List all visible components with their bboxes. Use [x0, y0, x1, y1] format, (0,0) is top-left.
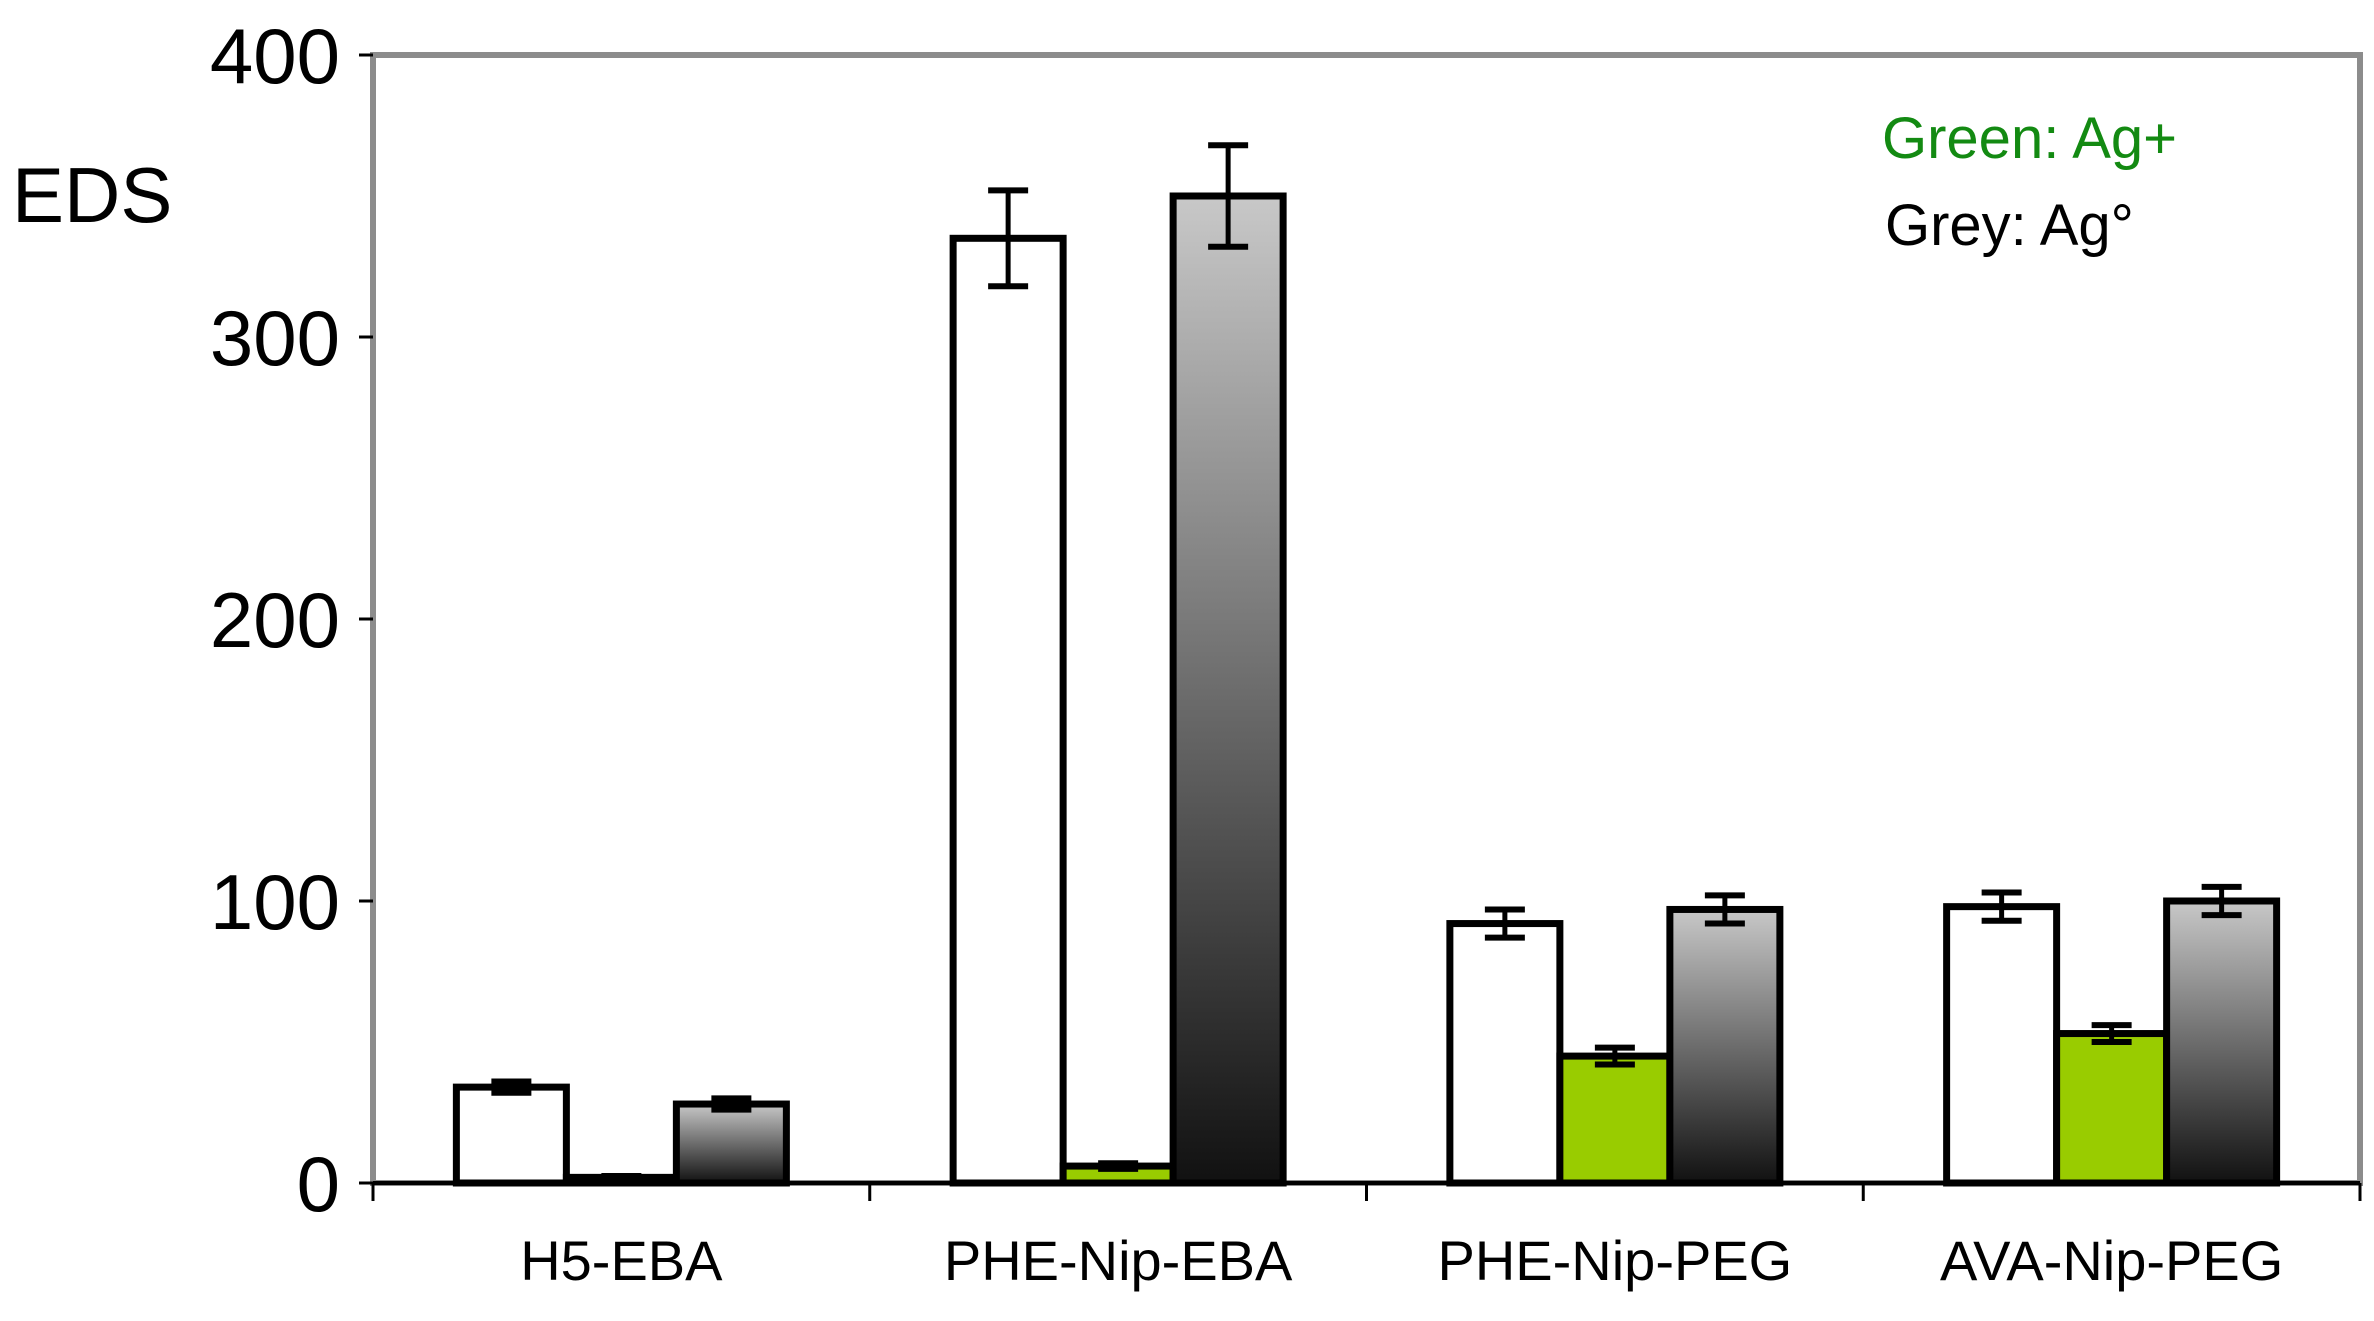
- bar-AVA-Nip-PEG-s3: [2163, 897, 2281, 1187]
- bar-PHE-Nip-PEG-s2: [1556, 1052, 1674, 1187]
- bar-H5-EBA-s3: [672, 1100, 790, 1187]
- error-bar-PHE-Nip-EBA-s2: [1098, 1160, 1139, 1172]
- y-tick-label: 0: [297, 1140, 340, 1228]
- y-tick-label: 100: [210, 858, 340, 946]
- error-bar-AVA-Nip-PEG-s2: [2091, 1022, 2132, 1045]
- bar-AVA-Nip-PEG-s2: [2053, 1030, 2171, 1187]
- error-bar-H5-EBA-s1: [491, 1078, 532, 1096]
- error-bar-PHE-Nip-PEG-s2: [1594, 1044, 1635, 1068]
- legend-grey-label: Grey: Ag°: [1885, 193, 2134, 258]
- bars-layer: [452, 142, 2281, 1187]
- y-tick-label: 200: [210, 576, 340, 664]
- bar-PHE-Nip-EBA-s1: [949, 234, 1067, 1187]
- error-bar-PHE-Nip-PEG-s1: [1484, 906, 1525, 941]
- bar-AVA-Nip-PEG-s1: [1943, 903, 2061, 1187]
- error-bar-AVA-Nip-PEG-s3: [2201, 883, 2242, 919]
- x-tick-label: AVA-Nip-PEG: [1940, 1229, 2283, 1292]
- error-bar-H5-EBA-s3: [711, 1095, 752, 1113]
- error-bar-PHE-Nip-EBA-s3: [1208, 142, 1249, 250]
- x-tick-label: PHE-Nip-PEG: [1438, 1229, 1793, 1292]
- legend-green-label: Green: Ag+: [1882, 106, 2177, 171]
- error-bar-PHE-Nip-EBA-s1: [988, 187, 1029, 290]
- bar-PHE-Nip-PEG-s1: [1446, 920, 1564, 1187]
- y-tick-label: 300: [210, 294, 340, 382]
- error-bar-H5-EBA-s2: [601, 1172, 642, 1182]
- error-bar-PHE-Nip-PEG-s3: [1704, 892, 1745, 927]
- axes-layer: 0 100 200 300 400 H5-EBA PHE-Nip-EBA PHE-Nip-PE…: [210, 12, 2362, 1292]
- bar-PHE-Nip-PEG-s3: [1666, 905, 1784, 1187]
- bar-PHE-Nip-EBA-s3: [1169, 192, 1287, 1187]
- bar-H5-EBA-s1: [452, 1083, 570, 1187]
- y-axis-label: EDS: [12, 151, 172, 239]
- x-tick-label: PHE-Nip-EBA: [944, 1229, 1293, 1292]
- error-bar-AVA-Nip-PEG-s1: [1981, 889, 2022, 924]
- x-tick-label: H5-EBA: [520, 1229, 723, 1292]
- y-tick-label: 400: [210, 12, 340, 100]
